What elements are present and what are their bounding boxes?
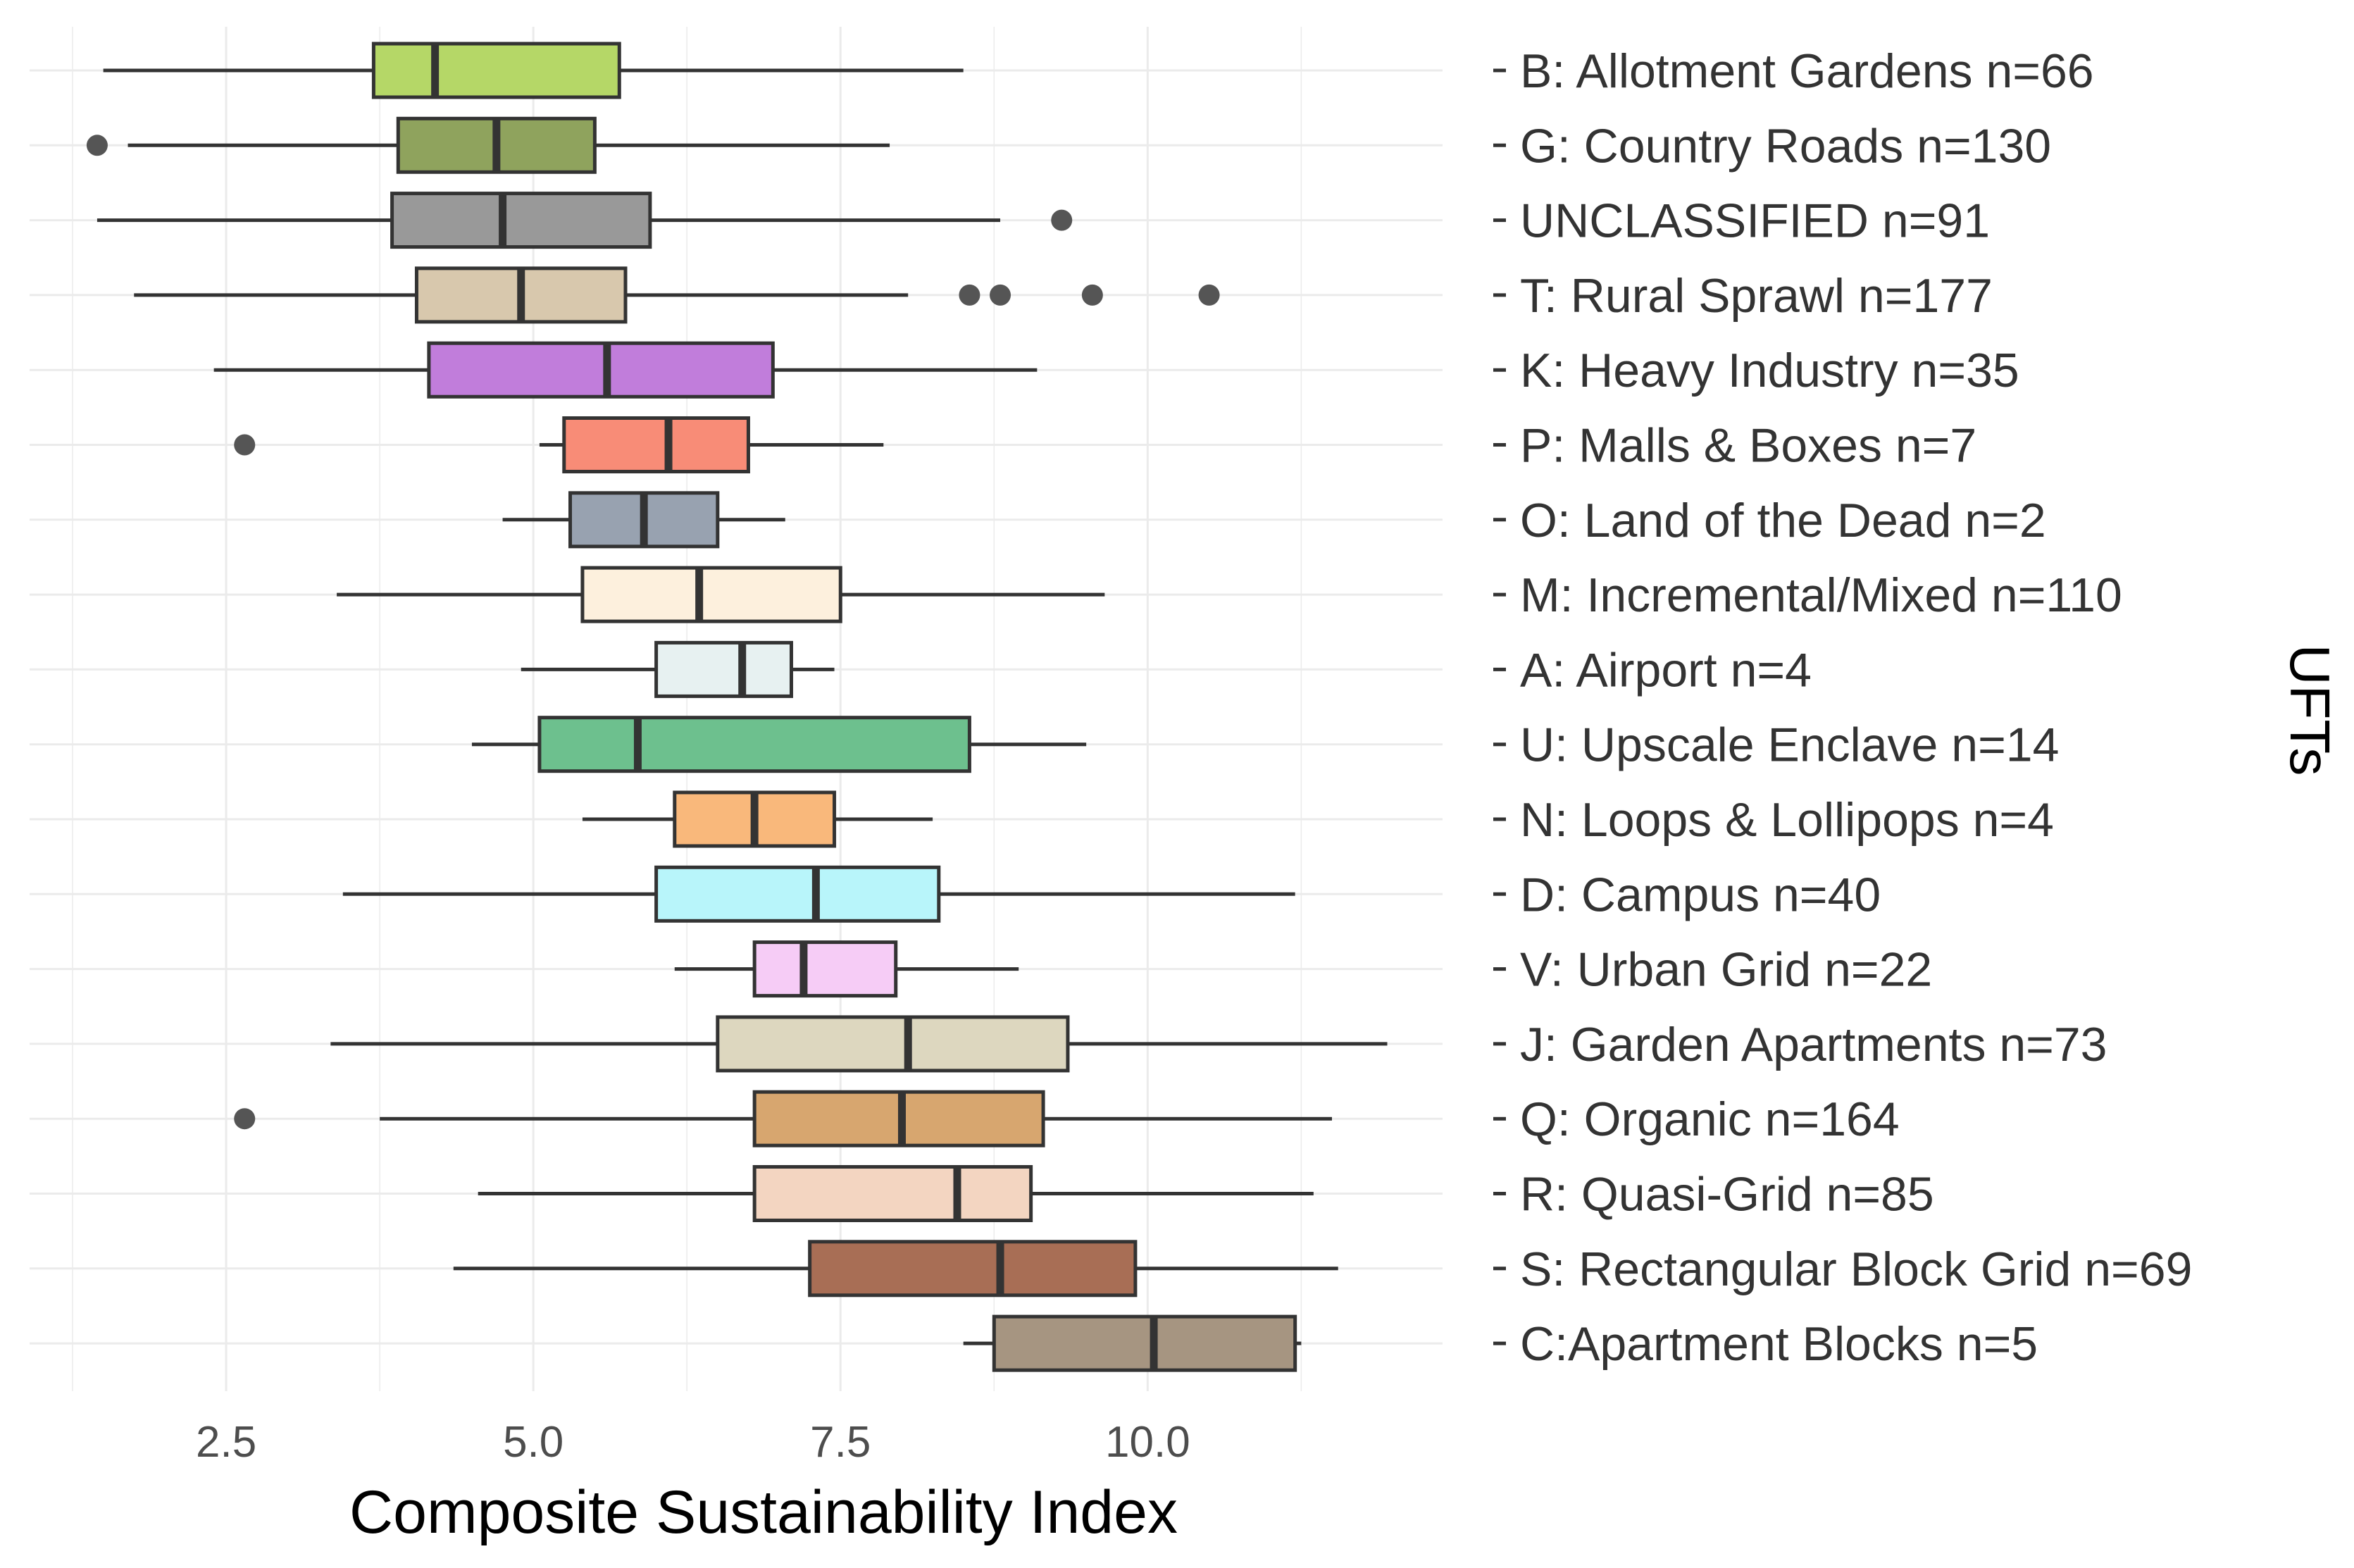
category-label: R: Quasi-Grid n=85 (1520, 1168, 1934, 1221)
category-label: P: Malls & Boxes n=7 (1520, 419, 1976, 473)
category-label: K: Heavy Industry n=35 (1520, 344, 2019, 397)
category-labels: B: Allotment Gardens n=66 G: Country Road… (1493, 44, 2192, 1371)
box (654, 865, 941, 923)
outlier-point (1198, 284, 1220, 306)
category-label: U: Upscale Enclave n=14 (1520, 718, 2059, 772)
outlier-point (959, 284, 980, 306)
category-label: N: Loops & Lollipops n=4 (1520, 793, 2054, 847)
box (752, 1165, 1033, 1222)
box (562, 416, 750, 473)
outlier-point (990, 284, 1011, 306)
outlier-point (234, 434, 256, 456)
x-tick-label: 5.0 (503, 1418, 563, 1467)
box (537, 716, 971, 773)
outlier-point (1051, 209, 1073, 231)
box (390, 192, 652, 249)
category-label: O: Land of the Dead n=2 (1520, 494, 2046, 547)
box (716, 1015, 1070, 1073)
category-label: C:Apartment Blocks n=5 (1520, 1317, 2038, 1371)
box (992, 1314, 1297, 1372)
boxes (86, 42, 1388, 1372)
category-label: M: Incremental/Mixed n=110 (1520, 568, 2122, 622)
x-tick-label: 10.0 (1105, 1418, 1190, 1467)
category-label: G: Country Roads n=130 (1520, 119, 2051, 173)
x-tick-label: 7.5 (810, 1418, 871, 1467)
box (752, 940, 898, 998)
category-label: S: Rectangular Block Grid n=69 (1520, 1243, 2192, 1296)
category-label: UNCLASSIFIED n=91 (1520, 194, 1990, 248)
outlier-point (234, 1108, 256, 1130)
y-axis-title: UFTs (2279, 645, 2341, 776)
box (654, 640, 793, 698)
box (427, 341, 775, 399)
x-tick-label: 2.5 (196, 1418, 256, 1467)
grid (30, 27, 1443, 1391)
box (371, 42, 621, 99)
category-label: Q: Organic n=164 (1520, 1093, 1900, 1146)
outlier-point (86, 135, 108, 156)
category-label: B: Allotment Gardens n=66 (1520, 44, 2094, 98)
category-label: T: Rural Sprawl n=177 (1520, 269, 1993, 323)
box (580, 566, 842, 623)
category-label: A: Airport n=4 (1520, 643, 1812, 697)
box (808, 1240, 1138, 1298)
x-axis-ticks: 2.5 5.0 7.5 10.0 (196, 1418, 1190, 1467)
x-axis-title: Composite Sustainability Index (349, 1479, 1178, 1546)
category-label: V: Urban Grid n=22 (1520, 943, 1932, 997)
category-label: J: Garden Apartments n=73 (1520, 1018, 2107, 1071)
outlier-point (1081, 284, 1103, 306)
category-label: D: Campus n=40 (1520, 868, 1881, 921)
